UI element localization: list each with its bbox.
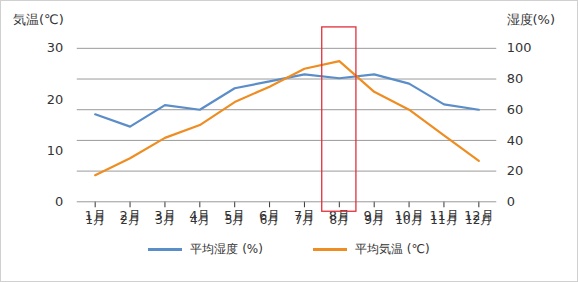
svg-text:30: 30	[47, 40, 63, 55]
svg-text:100: 100	[507, 40, 532, 55]
svg-text:20: 20	[47, 92, 63, 107]
svg-text:8月: 8月	[330, 213, 350, 227]
html-text:気温(℃): 気温(℃)	[13, 12, 64, 27]
html-text:平均湿度 (%): 平均湿度 (%)	[190, 242, 263, 256]
svg-text:10月: 10月	[395, 213, 422, 227]
svg-text:7月: 7月	[295, 213, 315, 227]
svg-text:6月: 6月	[260, 213, 280, 227]
svg-text:2月: 2月	[120, 213, 140, 227]
svg-text:4月: 4月	[190, 213, 210, 227]
svg-text:1月: 1月	[85, 213, 105, 227]
svg-text:3月: 3月	[155, 213, 175, 227]
html-text:湿度(%): 湿度(%)	[506, 12, 555, 27]
html-text:平均気温 (℃): 平均気温 (℃)	[355, 242, 430, 256]
svg-text:12月: 12月	[465, 213, 492, 227]
svg-text:60: 60	[507, 102, 523, 117]
svg-text:20: 20	[507, 163, 523, 178]
svg-text:10: 10	[47, 143, 63, 158]
svg-text:80: 80	[507, 71, 523, 86]
svg-text:0: 0	[55, 194, 63, 209]
svg-text:11月: 11月	[430, 213, 457, 227]
svg-text:5月: 5月	[225, 213, 245, 227]
svg-text:40: 40	[507, 133, 523, 148]
svg-text:9月: 9月	[364, 213, 384, 227]
svg-text:0: 0	[507, 194, 515, 209]
